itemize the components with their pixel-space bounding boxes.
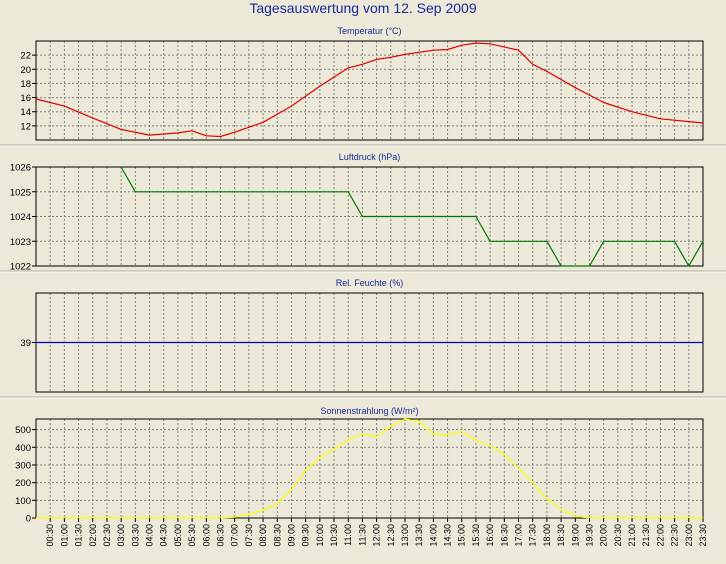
panel-title: Temperatur (°C) (337, 26, 401, 36)
x-tick-label: 07:00 (230, 524, 240, 547)
x-tick-label: 17:30 (528, 524, 538, 547)
plot-frame (35, 166, 704, 267)
x-tick-label: 22:00 (655, 524, 665, 547)
x-tick-label: 23:30 (698, 524, 708, 547)
x-tick-label: 06:00 (201, 524, 211, 547)
x-tick-label: 08:00 (258, 524, 268, 547)
y-tick-label: 300 (15, 460, 31, 471)
x-tick-label: 19:30 (584, 524, 594, 547)
x-tick-label: 16:00 (485, 524, 495, 547)
y-tick-label: 39 (20, 338, 31, 349)
x-tick-label: 18:30 (556, 524, 566, 547)
x-tick-label: 05:30 (187, 524, 197, 547)
y-tick-label: 1026 (10, 163, 31, 174)
panel-title: Sonnenstrahlung (W/m²) (320, 406, 418, 416)
y-tick-label: 1022 (10, 262, 31, 273)
y-tick-label: 0 (26, 514, 31, 525)
x-tick-label: 20:30 (613, 524, 623, 547)
y-tick-label: 16 (20, 93, 31, 104)
x-tick-label: 16:30 (499, 524, 509, 547)
x-tick-label: 15:30 (471, 524, 481, 547)
y-tick-label: 100 (15, 496, 31, 507)
series-line (120, 166, 704, 267)
x-tick-label: 09:00 (286, 524, 296, 547)
y-tick-label: 1023 (10, 237, 31, 248)
x-tick-label: 04:00 (145, 524, 155, 547)
x-tick-label: 11:30 (357, 524, 367, 546)
y-tick-label: 14 (20, 107, 31, 118)
x-tick-label: 13:30 (414, 524, 424, 547)
x-tick-label: 03:30 (130, 524, 140, 547)
x-tick-label: 11:00 (343, 524, 353, 546)
plot-frame (35, 418, 704, 519)
y-tick-label: 20 (20, 65, 31, 76)
x-tick-label: 21:00 (627, 524, 637, 547)
x-tick-label: 02:30 (102, 524, 112, 547)
series-line (35, 42, 704, 138)
x-tick-label: 01:30 (74, 524, 84, 547)
x-tick-label: 13:00 (400, 524, 410, 547)
x-tick-label: 14:30 (443, 524, 453, 547)
x-tick-label: 09:30 (301, 524, 311, 547)
panel-title: Rel. Feuchte (%) (336, 278, 404, 288)
y-tick-label: 18 (20, 79, 31, 90)
x-tick-label: 19:00 (570, 524, 580, 547)
x-tick-label: 07:30 (244, 524, 254, 547)
x-tick-label: 10:00 (315, 524, 325, 547)
x-tick-label: 01:00 (59, 524, 69, 547)
x-tick-label: 06:30 (215, 524, 225, 547)
x-tick-label: 05:00 (173, 524, 183, 547)
x-tick-label: 04:30 (159, 524, 169, 547)
x-tick-label: 17:00 (514, 524, 524, 547)
y-tick-label: 1025 (10, 187, 31, 198)
x-tick-label: 12:00 (372, 524, 382, 547)
x-tick-label: 02:00 (88, 524, 98, 547)
y-tick-label: 22 (20, 51, 31, 62)
x-tick-label: 03:00 (116, 524, 126, 547)
x-tick-label: 10:30 (329, 524, 339, 547)
y-tick-label: 200 (15, 478, 31, 489)
chart-title: Tagesauswertung vom 12. Sep 2009 (249, 0, 477, 16)
x-tick-label: 14:00 (428, 524, 438, 547)
x-tick-label: 08:30 (272, 524, 282, 547)
series-line (36, 418, 703, 519)
x-tick-label: 12:30 (386, 524, 396, 547)
x-tick-label: 15:00 (457, 524, 467, 547)
x-tick-label: 20:00 (599, 524, 609, 547)
x-tick-label: 21:30 (641, 524, 651, 547)
x-tick-label: 00:30 (45, 524, 55, 547)
x-tick-label: 22:30 (670, 524, 680, 547)
panel-title: Luftdruck (hPa) (339, 152, 401, 162)
y-tick-label: 12 (20, 121, 31, 132)
y-tick-label: 1024 (10, 212, 31, 223)
x-tick-label: 23:00 (684, 524, 694, 547)
x-tick-label: 18:00 (542, 524, 552, 547)
y-tick-label: 400 (15, 443, 31, 454)
y-tick-label: 500 (15, 425, 31, 436)
plot-frame (35, 40, 704, 141)
